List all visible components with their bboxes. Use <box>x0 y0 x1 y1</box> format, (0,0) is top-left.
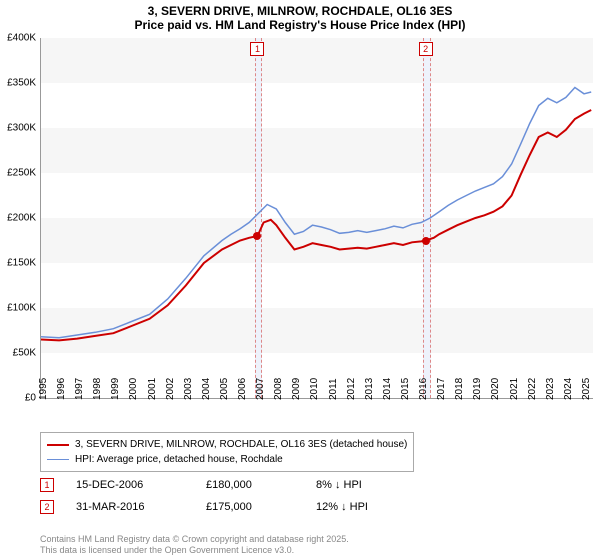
y-tick-label: £200K <box>0 213 36 224</box>
footnote: Contains HM Land Registry data © Crown c… <box>40 534 349 556</box>
footnote-line2: This data is licensed under the Open Gov… <box>40 545 349 556</box>
legend-row: HPI: Average price, detached house, Roch… <box>47 452 407 467</box>
sale-price: £180,000 <box>206 479 316 491</box>
sale-dot <box>253 232 261 240</box>
x-tick-label: 2022 <box>527 378 538 400</box>
x-tick-label: 2010 <box>309 378 320 400</box>
x-tick-label: 2020 <box>490 378 501 400</box>
series-hpi <box>41 88 591 338</box>
y-tick-label: £50K <box>0 348 36 359</box>
y-tick-label: £0 <box>0 393 36 404</box>
x-tick-label: 1999 <box>110 378 121 400</box>
x-tick-label: 2019 <box>472 378 483 400</box>
x-tick-label: 2008 <box>273 378 284 400</box>
y-tick-label: £300K <box>0 123 36 134</box>
legend-label: HPI: Average price, detached house, Roch… <box>75 452 283 467</box>
sale-row-marker: 1 <box>40 478 54 492</box>
y-tick-label: £250K <box>0 168 36 179</box>
x-tick-label: 2002 <box>165 378 176 400</box>
x-tick-label: 2021 <box>509 378 520 400</box>
plot-svg <box>41 38 593 398</box>
x-tick-label: 2023 <box>545 378 556 400</box>
sale-marker-flag: 2 <box>419 42 433 56</box>
x-tick-label: 2000 <box>128 378 139 400</box>
x-tick-label: 1998 <box>92 378 103 400</box>
x-tick-label: 2012 <box>346 378 357 400</box>
legend-box: 3, SEVERN DRIVE, MILNROW, ROCHDALE, OL16… <box>40 432 414 472</box>
x-tick-label: 2004 <box>201 378 212 400</box>
x-tick-label: 2014 <box>382 378 393 400</box>
sale-delta: 8% ↓ HPI <box>316 479 362 491</box>
chart-plot-area: 1995 1996 1997 1998 1999 2000 2001 2002 2003 2004… <box>40 38 593 399</box>
sale-row: 1 15-DEC-2006£180,0008% ↓ HPI <box>40 478 362 492</box>
x-tick-label: 2018 <box>454 378 465 400</box>
x-tick-label: 2006 <box>237 378 248 400</box>
title-line2: Price paid vs. HM Land Registry's House … <box>0 18 600 32</box>
y-tick-label: £150K <box>0 258 36 269</box>
x-tick-label: 2009 <box>291 378 302 400</box>
x-tick-label: 2005 <box>219 378 230 400</box>
x-tick-label: 1996 <box>56 378 67 400</box>
y-tick-label: £350K <box>0 78 36 89</box>
x-tick-label: 2015 <box>400 378 411 400</box>
x-tick-label: 2013 <box>364 378 375 400</box>
legend-swatch <box>47 459 69 460</box>
chart-title-block: 3, SEVERN DRIVE, MILNROW, ROCHDALE, OL16… <box>0 0 600 33</box>
sale-row: 2 31-MAR-2016£175,00012% ↓ HPI <box>40 500 368 514</box>
y-tick-label: £400K <box>0 33 36 44</box>
legend-label: 3, SEVERN DRIVE, MILNROW, ROCHDALE, OL16… <box>75 437 407 452</box>
x-tick-label: 2001 <box>147 378 158 400</box>
sale-date: 15-DEC-2006 <box>76 479 206 491</box>
x-tick-label: 2025 <box>581 378 592 400</box>
legend-row: 3, SEVERN DRIVE, MILNROW, ROCHDALE, OL16… <box>47 437 407 452</box>
x-tick-label: 2016 <box>418 378 429 400</box>
x-tick-label: 2003 <box>183 378 194 400</box>
sale-price: £175,000 <box>206 501 316 513</box>
legend-swatch <box>47 444 69 446</box>
x-tick-label: 2007 <box>255 378 266 400</box>
sale-marker-flag: 1 <box>250 42 264 56</box>
sale-row-marker: 2 <box>40 500 54 514</box>
x-tick-label: 1995 <box>38 378 49 400</box>
x-tick-label: 2024 <box>563 378 574 400</box>
y-tick-label: £100K <box>0 303 36 314</box>
title-line1: 3, SEVERN DRIVE, MILNROW, ROCHDALE, OL16… <box>0 4 600 18</box>
x-tick-label: 1997 <box>74 378 85 400</box>
sale-delta: 12% ↓ HPI <box>316 501 368 513</box>
sale-dot <box>422 237 430 245</box>
x-tick-label: 2017 <box>436 378 447 400</box>
sale-date: 31-MAR-2016 <box>76 501 206 513</box>
footnote-line1: Contains HM Land Registry data © Crown c… <box>40 534 349 545</box>
x-tick-label: 2011 <box>328 378 339 400</box>
